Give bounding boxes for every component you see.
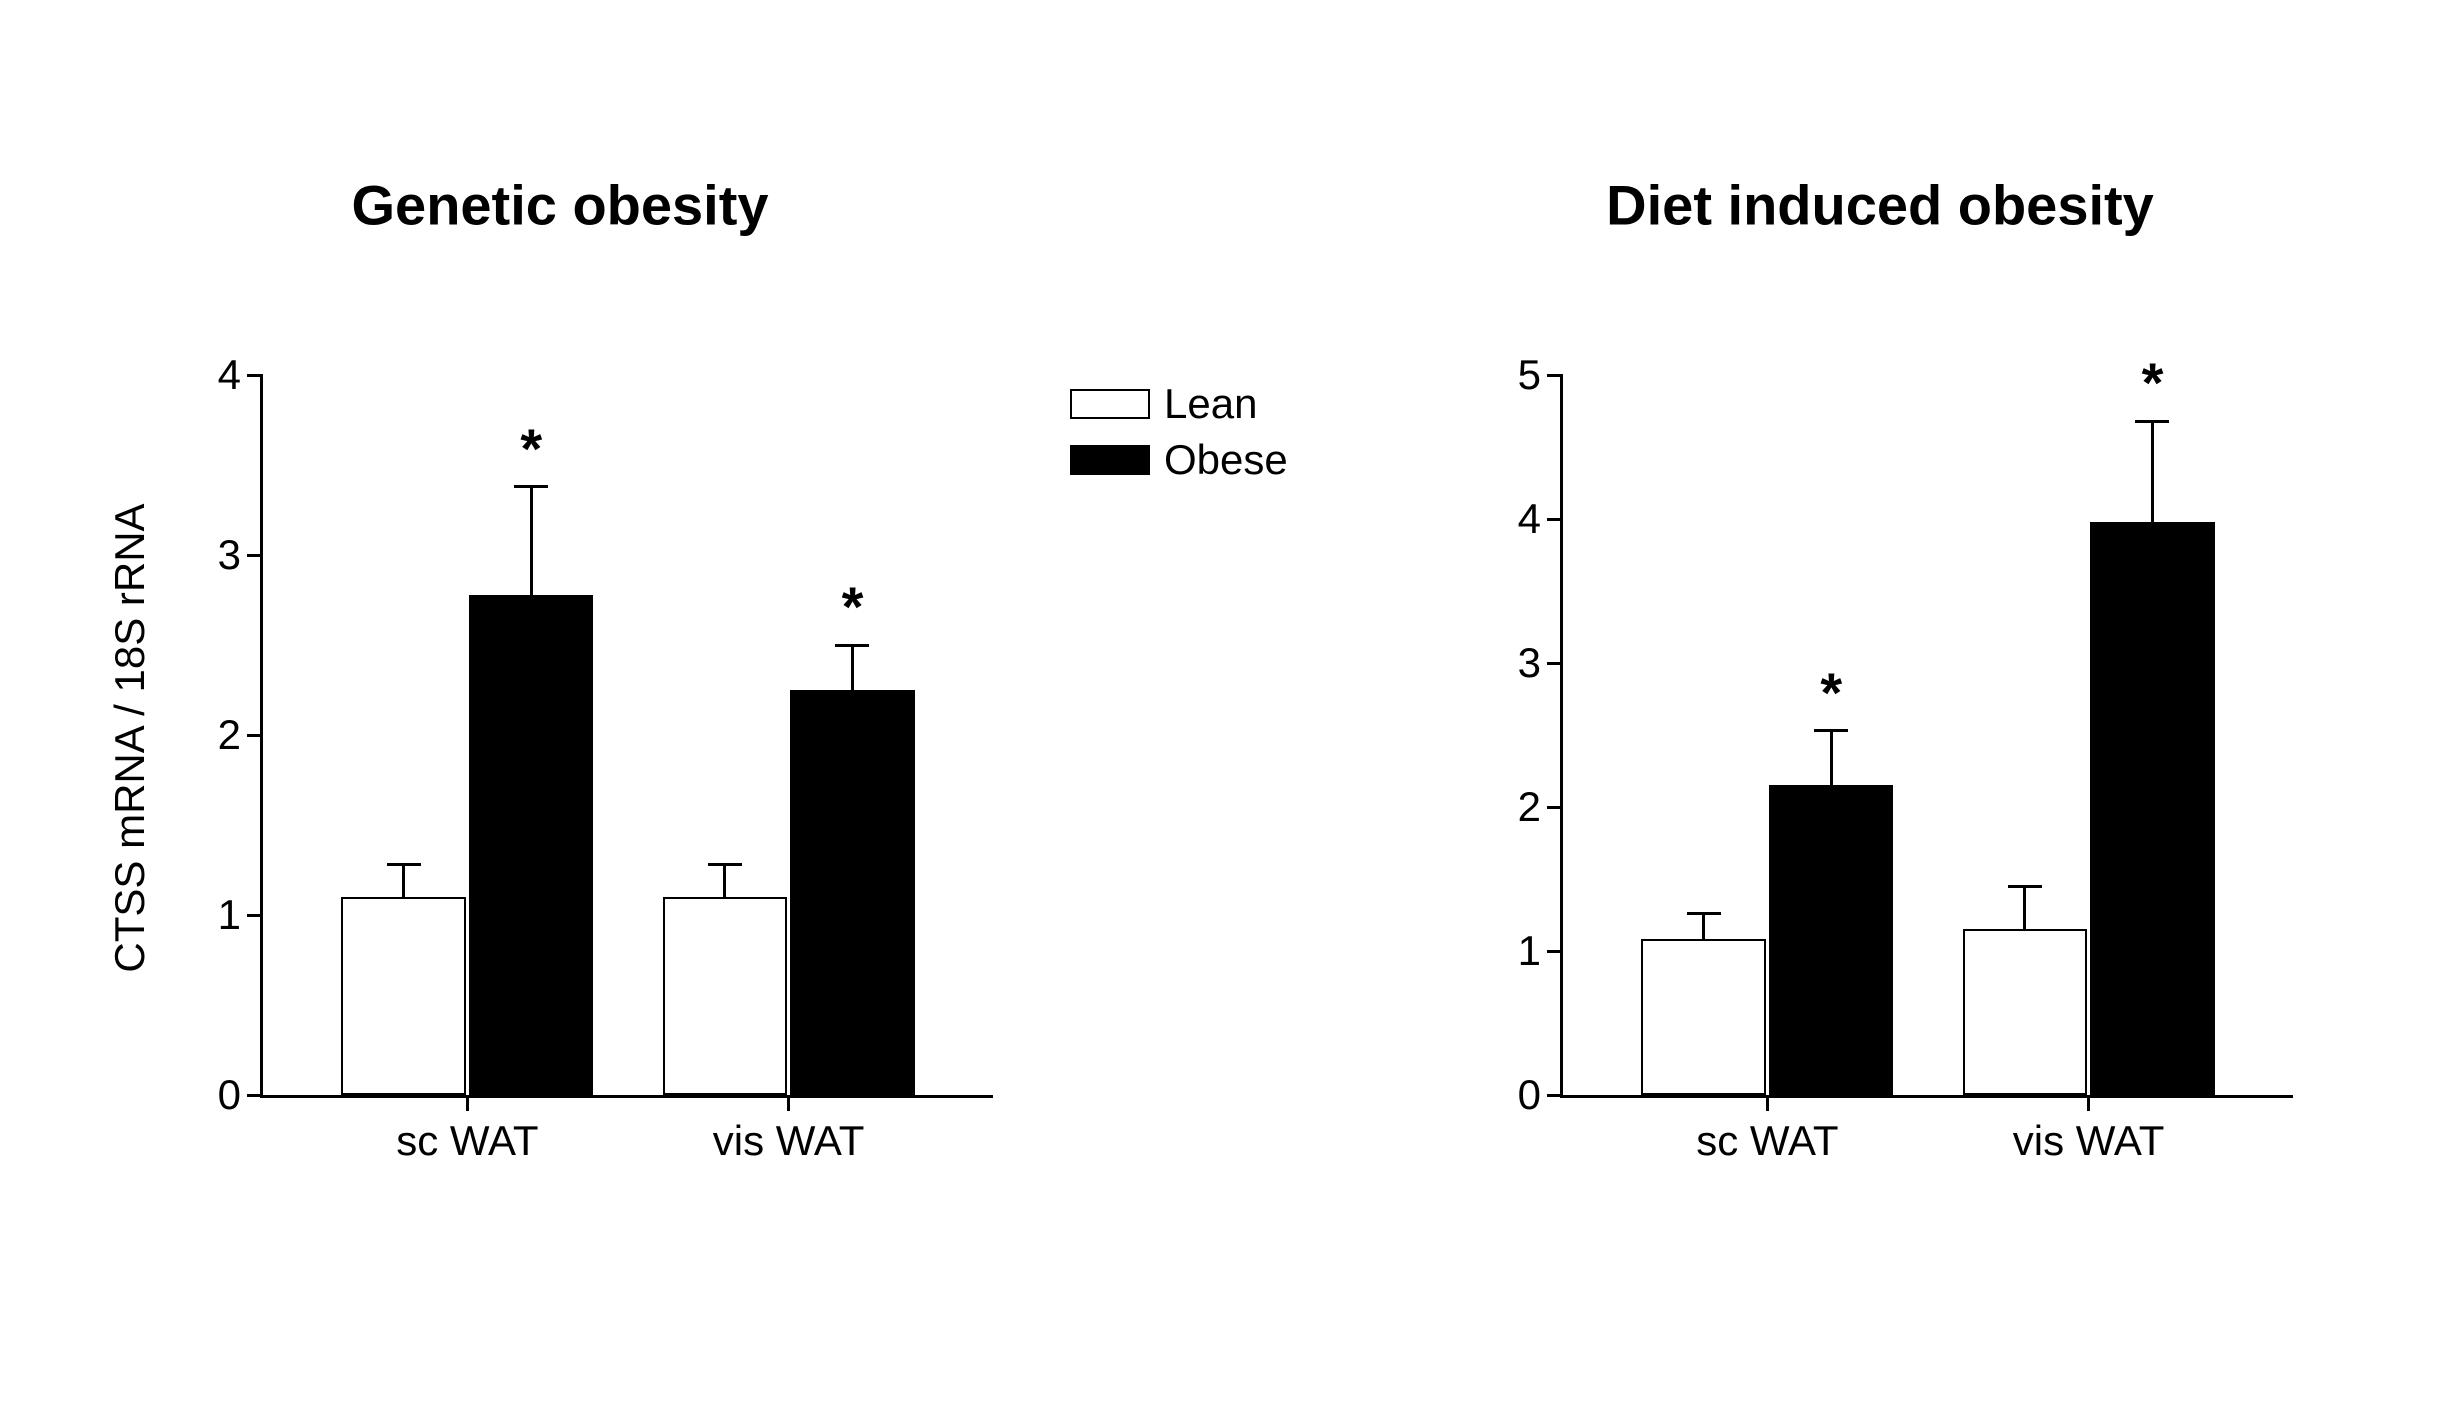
legend-swatch	[1070, 445, 1150, 475]
y-axis-label-genetic: CTSS mRNA / 18S rRNA	[106, 378, 154, 1098]
error-cap	[514, 485, 548, 488]
bar-diet-lean	[1963, 929, 2087, 1095]
y-tick-label: 5	[1518, 351, 1541, 399]
bar-diet-obese	[1769, 785, 1893, 1095]
y-tick	[1547, 806, 1563, 809]
error-bar	[1702, 914, 1705, 940]
y-tick	[1547, 950, 1563, 953]
x-tick	[466, 1095, 469, 1111]
error-bar	[402, 865, 405, 897]
y-tick-label: 1	[218, 891, 241, 939]
y-tick	[1547, 374, 1563, 377]
error-bar	[851, 645, 854, 690]
significance-star: *	[2142, 355, 2164, 411]
panel-title-genetic: Genetic obesity	[351, 173, 768, 238]
error-cap	[1814, 729, 1848, 732]
bar-diet-obese	[2090, 522, 2214, 1095]
panel-title-diet: Diet induced obesity	[1606, 173, 2154, 238]
x-tick	[2087, 1095, 2090, 1111]
significance-star: *	[520, 421, 542, 477]
plot-area-diet: 012345sc WAT*vis WAT*	[1560, 375, 2293, 1098]
y-tick	[247, 734, 263, 737]
y-tick	[247, 1094, 263, 1097]
legend-label: Obese	[1164, 436, 1288, 484]
error-cap	[1687, 912, 1721, 915]
y-tick	[1547, 518, 1563, 521]
y-tick	[1547, 1094, 1563, 1097]
x-tick-label: vis WAT	[2013, 1117, 2165, 1165]
error-bar	[2023, 886, 2026, 929]
y-tick-label: 0	[218, 1071, 241, 1119]
y-tick	[1547, 662, 1563, 665]
plot-area-genetic: 01234sc WAT*vis WAT*	[260, 375, 993, 1098]
x-tick-label: sc WAT	[1696, 1117, 1838, 1165]
error-cap	[2008, 885, 2042, 888]
bar-diet-lean	[1641, 939, 1765, 1095]
bar-genetic-lean	[663, 897, 787, 1095]
y-tick-label: 2	[1518, 783, 1541, 831]
significance-star: *	[1820, 665, 1842, 721]
bar-genetic-lean	[341, 897, 465, 1095]
error-bar	[2151, 421, 2154, 522]
error-bar	[723, 865, 726, 897]
y-tick	[247, 914, 263, 917]
error-bar	[1830, 731, 1833, 786]
significance-star: *	[842, 579, 864, 635]
y-tick-label: 4	[1518, 495, 1541, 543]
bar-genetic-obese	[469, 595, 593, 1095]
x-tick-label: vis WAT	[713, 1117, 865, 1165]
error-cap	[2135, 420, 2169, 423]
y-tick	[247, 374, 263, 377]
error-cap	[708, 863, 742, 866]
figure-container: Genetic obesity01234sc WAT*vis WAT*CTSS …	[0, 0, 2441, 1426]
error-cap	[835, 644, 869, 647]
x-tick	[787, 1095, 790, 1111]
bar-genetic-obese	[790, 690, 914, 1095]
legend-item-lean: Lean	[1070, 380, 1288, 428]
x-tick-label: sc WAT	[396, 1117, 538, 1165]
legend-item-obese: Obese	[1070, 436, 1288, 484]
error-bar	[530, 487, 533, 595]
error-cap	[387, 863, 421, 866]
legend-label: Lean	[1164, 380, 1257, 428]
legend-swatch	[1070, 389, 1150, 419]
y-tick-label: 3	[218, 531, 241, 579]
y-tick-label: 2	[218, 711, 241, 759]
y-tick-label: 0	[1518, 1071, 1541, 1119]
y-tick-label: 1	[1518, 927, 1541, 975]
y-tick-label: 3	[1518, 639, 1541, 687]
y-tick-label: 4	[218, 351, 241, 399]
legend: Lean Obese	[1070, 380, 1288, 492]
x-tick	[1766, 1095, 1769, 1111]
y-tick	[247, 554, 263, 557]
